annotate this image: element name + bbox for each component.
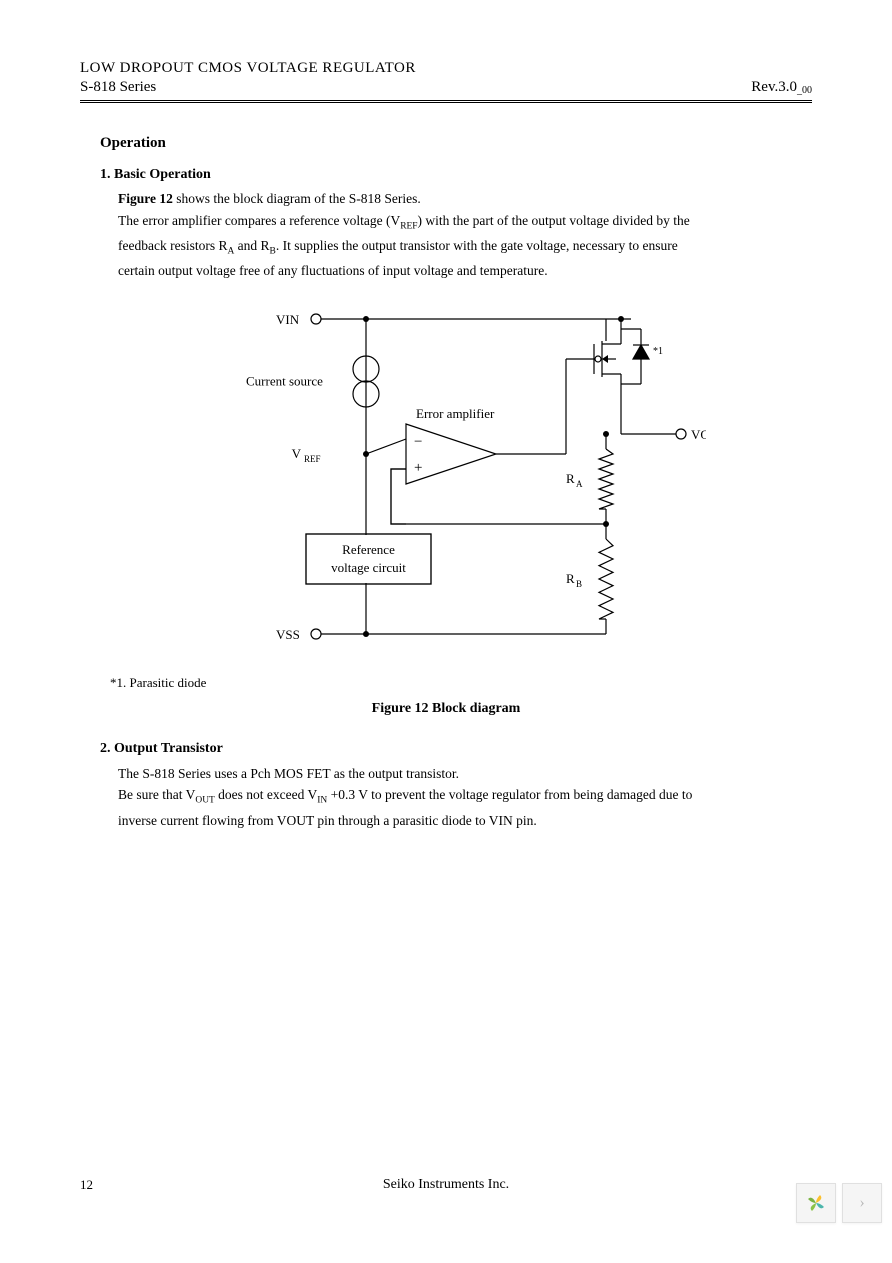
section-operation-title: Operation [100,133,792,155]
header-title-line1: LOW DROPOUT CMOS VOLTAGE REGULATOR [80,60,812,77]
svg-text:voltage circuit: voltage circuit [331,560,406,575]
svg-text:*1: *1 [653,346,663,357]
corner-next-button[interactable]: › [842,1183,882,1223]
svg-text:A: A [576,479,583,489]
svg-text:R: R [566,571,575,586]
header-revision: Rev.3.0_00 [751,79,812,96]
svg-text:V: V [292,446,302,461]
chevron-right-icon: › [859,1194,864,1212]
subsection-output-transistor: 2. Output Transistor [100,739,792,759]
svg-text:Current source: Current source [246,373,323,388]
svg-text:−: − [414,434,422,450]
header-series: S-818 Series [80,79,156,96]
svg-text:+: + [414,460,422,476]
svg-text:R: R [566,471,575,486]
svg-text:Reference: Reference [342,542,395,557]
figure-caption: Figure 12 Block diagram [100,699,792,719]
corner-logo-icon[interactable] [796,1183,836,1223]
svg-text:Error amplifier: Error amplifier [416,406,495,421]
figure-block-diagram: VIN VSS Current source VREF Reference voltage… [100,299,792,666]
block-diagram-svg: VIN VSS Current source VREF Reference voltage… [186,299,706,659]
footer-company: Seiko Instruments Inc. [0,1177,892,1193]
svg-text:VSS: VSS [276,627,300,642]
svg-text:VIN: VIN [276,312,300,327]
subsection-basic-operation: 1. Basic Operation [100,165,792,185]
footnote-parasitic-diode: *1. Parasitic diode [110,674,792,693]
output-transistor-body: The S-818 Series uses a Pch MOS FET as t… [118,764,792,831]
basic-operation-body: Figure 12 shows the block diagram of the… [118,189,792,281]
svg-text:B: B [576,579,582,589]
svg-text:REF: REF [304,454,321,464]
svg-text:VOUT: VOUT [691,427,706,442]
